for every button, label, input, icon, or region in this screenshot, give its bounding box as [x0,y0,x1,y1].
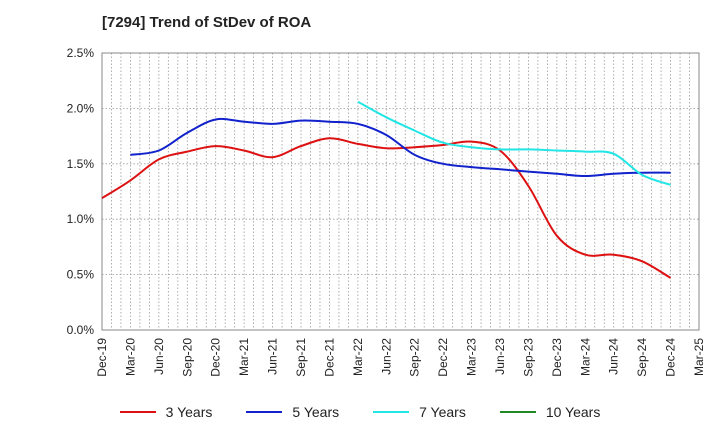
chart-title: [7294] Trend of StDev of ROA [102,14,312,31]
y-tick-label: 2.0% [67,101,95,115]
legend-label: 10 Years [545,404,601,420]
x-tick-label: Sep-23 [521,338,535,377]
y-tick-label: 1.0% [67,212,95,226]
legend-item: 5 Years [246,404,339,420]
series-line-7-years [357,100,671,186]
series-line-3-years [101,137,672,279]
legend-label: 7 Years [419,404,466,420]
x-tick-label: Mar-25 [692,338,706,376]
legend-label: 5 Years [292,404,340,420]
line-chart: 0.0% 0.5% 1.0% 1.5% 2.0% 2.5% Dec-19 Mar-20 Jun-… [67,46,706,377]
legend-swatch [373,411,410,413]
legend-item: 10 Years [499,404,601,420]
x-tick-label: Jun-24 [607,338,621,375]
legend: 3 Years 5 Years 7 Years 10 Years [0,404,720,420]
x-tick-label: Sep-22 [408,338,422,377]
x-tick-label: Dec-24 [664,338,678,377]
legend-label: 3 Years [165,404,213,420]
x-tick-label: Mar-23 [465,338,479,376]
x-tick-label: Jun-21 [266,338,280,375]
legend-swatch [499,411,536,413]
x-tick-label: Jun-23 [493,338,507,375]
x-tick-label: Sep-24 [635,338,649,377]
axes: 0.0% 0.5% 1.0% 1.5% 2.0% 2.5% Dec-19 Mar-20 Jun-… [67,46,706,377]
x-tick-label: Dec-22 [436,338,450,377]
y-tick-label: 1.5% [67,157,95,171]
grid-lines [102,53,699,330]
legend-swatch [119,411,156,413]
x-tick-label: Jun-22 [379,338,393,375]
x-tick-label: Mar-24 [578,338,592,376]
x-tick-label: Dec-23 [550,338,564,377]
x-tick-label: Dec-19 [95,338,109,377]
y-tick-label: 2.5% [67,46,95,60]
x-tick-label: Mar-20 [123,338,137,376]
plot-frame [101,52,700,331]
x-tick-label: Jun-20 [152,338,166,375]
y-tick-label: 0.0% [67,323,95,337]
x-tick-label: Sep-20 [180,338,194,377]
legend-item: 7 Years [373,404,466,420]
x-tick-label: Mar-22 [351,338,365,376]
legend-item: 3 Years [119,404,213,420]
legend-swatch [246,411,283,413]
y-tick-label: 0.5% [67,268,95,282]
x-tick-label: Mar-21 [237,338,251,376]
x-tick-label: Sep-21 [294,338,308,377]
x-tick-label: Dec-20 [209,338,223,377]
x-tick-label: Dec-21 [322,338,336,377]
series-line-5-years [130,117,671,178]
series-lines [101,100,672,279]
